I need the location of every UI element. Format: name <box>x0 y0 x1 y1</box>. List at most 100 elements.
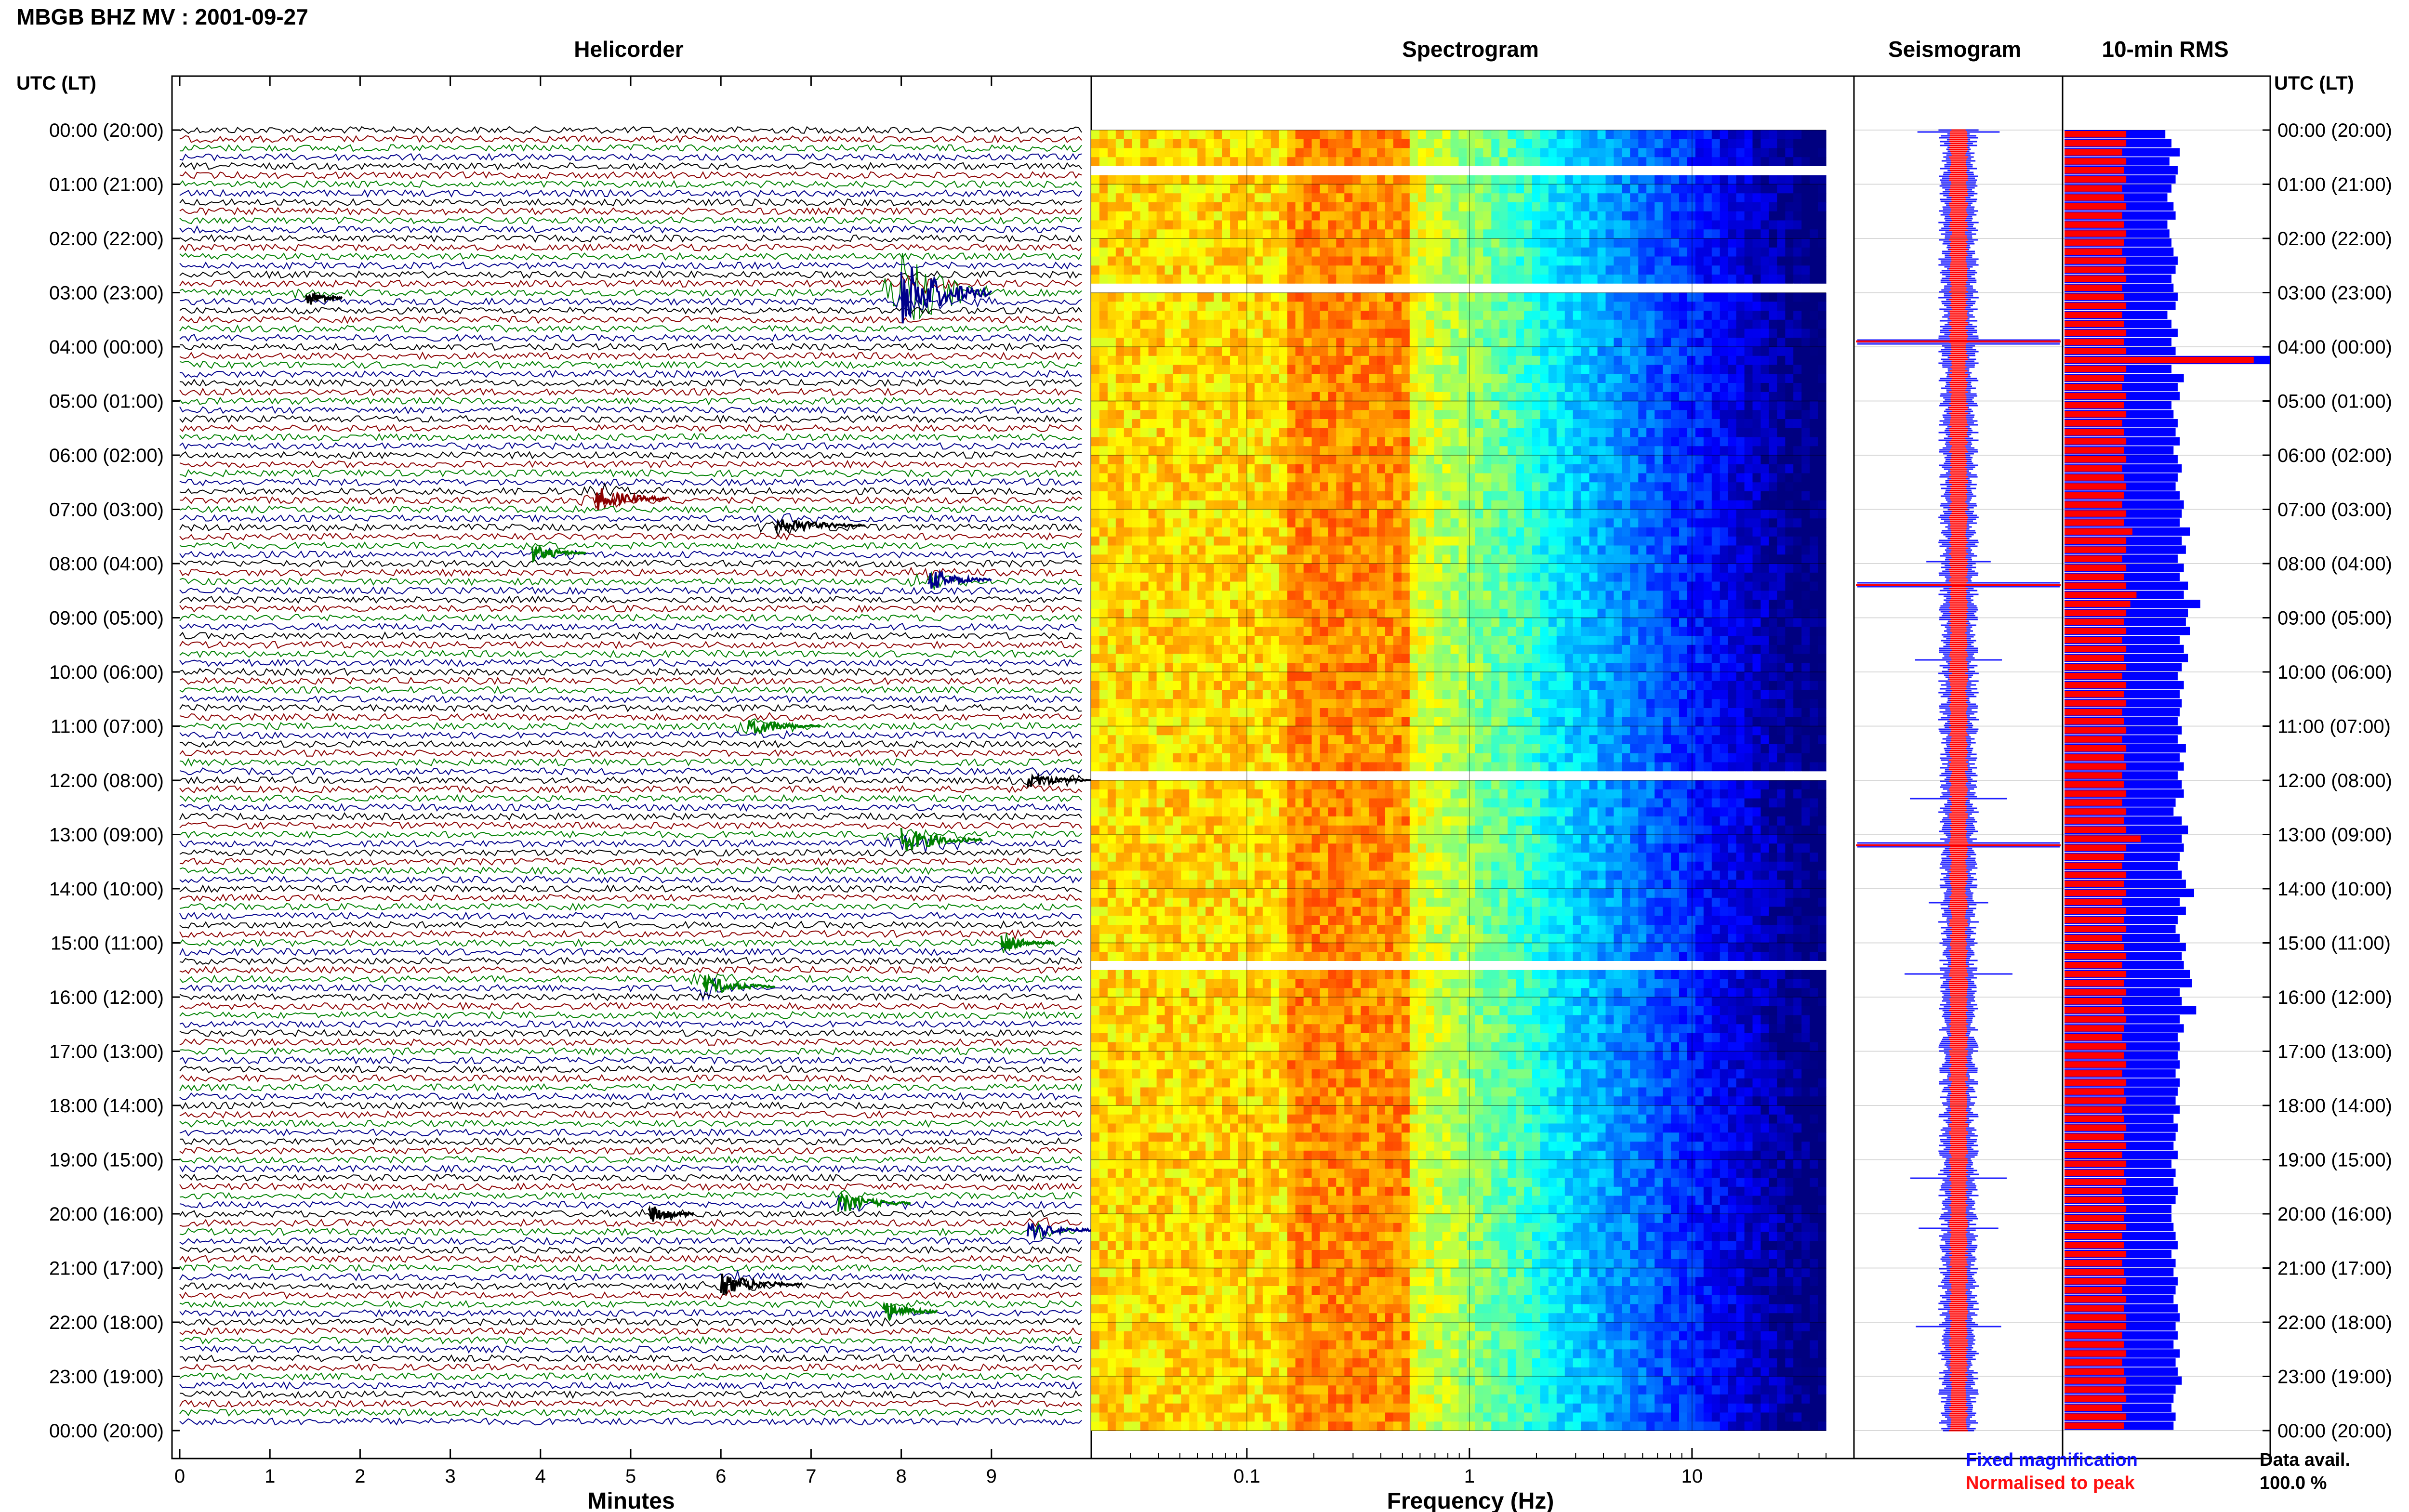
spectrogram-cell <box>1711 419 1721 429</box>
spectrogram-cell <box>1655 527 1663 537</box>
spectrogram-cell <box>1393 581 1402 591</box>
spectrogram-cell <box>1663 564 1671 573</box>
spectrogram-cell <box>1556 238 1565 248</box>
spectrogram-cell <box>1385 383 1394 393</box>
spectrogram-cell <box>1238 437 1247 447</box>
spectrogram-cell <box>1638 247 1647 257</box>
spectrogram-cell <box>1605 509 1614 519</box>
spectrogram-cell <box>1760 229 1769 239</box>
spectrogram-cell <box>1189 355 1198 366</box>
spectrogram-cell <box>1393 184 1402 194</box>
spectrogram-cell <box>1499 455 1508 465</box>
spectrogram-cell <box>1311 347 1320 356</box>
spectrogram-cell <box>1099 536 1108 546</box>
spectrogram-cell <box>1475 256 1483 266</box>
spectrogram-cell <box>1467 374 1475 383</box>
spectrogram-cell <box>1703 329 1712 338</box>
spectrogram-cell <box>1246 292 1255 302</box>
spectrogram-cell <box>1132 491 1141 501</box>
spectrogram-cell <box>1744 392 1753 402</box>
spectrogram-cell <box>1336 392 1345 402</box>
spectrogram-cell <box>1818 554 1827 564</box>
spectrogram-cell <box>1303 166 1312 176</box>
spectrogram-cell <box>1205 157 1214 167</box>
spectrogram-cell <box>1385 247 1394 257</box>
spectrogram-cell <box>1173 256 1181 266</box>
spectrogram-cell <box>1442 600 1451 609</box>
spectrogram-cell <box>1540 608 1549 618</box>
spectrogram-cell <box>1361 572 1369 582</box>
spectrogram-cell <box>1140 500 1149 510</box>
helicorder-event <box>900 267 993 324</box>
spectrogram-cell <box>1254 518 1263 528</box>
spectrogram-cell <box>1450 446 1459 456</box>
spectrogram-cell <box>1483 545 1492 555</box>
spectrogram-cell <box>1630 355 1639 366</box>
spectrogram-cell <box>1115 275 1125 284</box>
spectrogram-cell <box>1140 229 1149 239</box>
spectrogram-cell <box>1614 229 1622 239</box>
spectrogram-cell <box>1246 184 1255 194</box>
spectrogram-cell <box>1581 392 1590 402</box>
spectrogram-cell <box>1679 265 1688 275</box>
spectrogram-cell <box>1336 518 1345 528</box>
spectrogram-cell <box>1328 491 1337 501</box>
spectrogram-cell <box>1589 347 1598 356</box>
spectrogram-cell <box>1442 419 1451 429</box>
spectrogram-cell <box>1279 482 1288 492</box>
spectrogram-cell <box>1238 401 1247 410</box>
spectrogram-cell <box>1777 265 1786 275</box>
spectrogram-cell <box>1467 608 1475 618</box>
spectrogram-cell <box>1287 428 1296 438</box>
spectrogram-cell <box>1589 527 1598 537</box>
spectrogram-cell <box>1556 347 1565 356</box>
spectrogram-cell <box>1458 283 1467 293</box>
spectrogram-cell <box>1801 202 1810 212</box>
spectrogram-cell <box>1532 437 1541 447</box>
spectrogram-cell <box>1238 591 1247 600</box>
spectrogram-cell <box>1646 184 1655 194</box>
spectrogram-cell <box>1663 130 1671 140</box>
spectrogram-cell <box>1491 329 1500 338</box>
spectrogram-cell <box>1573 265 1582 275</box>
spectrogram-cell <box>1140 428 1149 438</box>
spectrogram-cell <box>1736 401 1745 410</box>
spectrogram-cell <box>1777 419 1786 429</box>
spectrogram-cell <box>1532 175 1541 185</box>
spectrogram-cell <box>1589 410 1598 420</box>
spectrogram-cell <box>1508 518 1516 528</box>
spectrogram-cell <box>1165 591 1173 600</box>
spectrogram-cell <box>1671 527 1680 537</box>
spectrogram-cell <box>1810 572 1818 582</box>
spectrogram-cell <box>1385 329 1394 338</box>
spectrogram-cell <box>1810 184 1818 194</box>
spectrogram-cell <box>1720 247 1729 257</box>
spectrogram-cell <box>1409 211 1418 221</box>
spectrogram-cell <box>1524 600 1533 609</box>
spectrogram-cell <box>1532 319 1541 329</box>
spectrogram-cell <box>1508 437 1516 447</box>
spectrogram-cell <box>1124 130 1133 140</box>
spectrogram-cell <box>1189 383 1198 393</box>
spectrogram-cell <box>1564 545 1574 555</box>
spectrogram-cell <box>1720 319 1729 329</box>
helicorder-trace <box>179 275 1082 294</box>
spectrogram-cell <box>1271 374 1280 383</box>
spectrogram-cell <box>1434 238 1443 248</box>
spectrogram-cell <box>1695 148 1704 158</box>
spectrogram-cell <box>1311 600 1320 609</box>
spectrogram-cell <box>1205 600 1214 609</box>
spectrogram-cell <box>1115 482 1125 492</box>
spectrogram-cell <box>1720 581 1729 591</box>
spectrogram-cell <box>1532 572 1541 582</box>
spectrogram-cell <box>1540 446 1549 456</box>
spectrogram-cell <box>1222 564 1231 573</box>
spectrogram-cell <box>1450 536 1459 546</box>
spectrogram-cell <box>1320 148 1328 158</box>
spectrogram-cell <box>1736 292 1745 302</box>
spectrogram-cell <box>1214 311 1222 320</box>
spectrogram-cell <box>1491 401 1500 410</box>
spectrogram-cell <box>1246 536 1255 546</box>
spectrogram-cell <box>1655 518 1663 528</box>
spectrogram-cell <box>1238 527 1247 537</box>
